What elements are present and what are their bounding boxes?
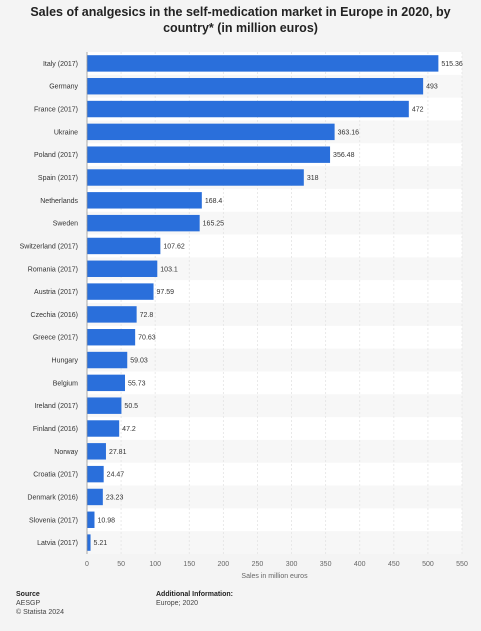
- x-tick-label: 450: [388, 561, 400, 568]
- value-label: 27.81: [109, 449, 127, 456]
- category-label: Ireland (2017): [34, 403, 78, 410]
- additional-info-heading: Additional Information:: [156, 591, 233, 598]
- x-axis-title: Sales in million euros: [241, 573, 308, 580]
- bar: [87, 146, 331, 163]
- category-label: Hungary: [52, 358, 79, 365]
- value-label: 472: [412, 107, 424, 114]
- bar: [87, 237, 161, 255]
- value-label: 24.47: [107, 472, 125, 479]
- category-label: Croatia (2017): [33, 472, 78, 479]
- bar: [87, 55, 439, 72]
- category-label: Slovenia (2017): [29, 517, 78, 524]
- category-label: Ukraine: [54, 129, 78, 136]
- additional-info-block: Additional Information: Europe; 2020: [156, 590, 233, 608]
- value-label: 168.4: [205, 198, 223, 205]
- bar: [87, 214, 200, 232]
- category-label: Poland (2017): [34, 152, 78, 159]
- value-label: 23.23: [106, 494, 124, 501]
- value-label: 59.03: [130, 358, 148, 365]
- bar: [87, 123, 335, 141]
- row-stripe: [87, 439, 462, 463]
- bar: [87, 443, 106, 460]
- category-label: Romania (2017): [28, 266, 78, 273]
- bar: [87, 283, 154, 300]
- x-tick-label: 0: [85, 561, 89, 568]
- bar: [87, 169, 304, 186]
- bar: [87, 488, 103, 506]
- value-label: 70.63: [138, 335, 156, 342]
- copyright: © Statista 2024: [16, 609, 64, 616]
- value-label: 72.8: [140, 312, 154, 319]
- x-tick-label: 50: [117, 561, 125, 568]
- category-label: Norway: [54, 449, 78, 456]
- category-label: France (2017): [34, 107, 78, 114]
- bar: [87, 306, 137, 323]
- bar: [87, 511, 95, 528]
- bar: [87, 420, 120, 437]
- row-stripe: [87, 257, 462, 281]
- bar: [87, 78, 424, 95]
- value-label: 103.1: [160, 266, 178, 273]
- category-label: Germany: [49, 84, 78, 91]
- source-heading: Source: [16, 591, 40, 598]
- value-label: 318: [307, 175, 319, 182]
- x-tick-label: 500: [422, 561, 434, 568]
- additional-info-text: Europe; 2020: [156, 600, 199, 607]
- bar: [87, 374, 125, 392]
- category-label: Finland (2016): [33, 426, 78, 433]
- row-stripe: [87, 485, 462, 509]
- row-stripe: [87, 394, 462, 418]
- x-tick-label: 200: [218, 561, 230, 568]
- x-tick-label: 550: [456, 561, 468, 568]
- value-label: 515.36: [441, 61, 463, 68]
- x-tick-label: 250: [252, 561, 264, 568]
- bar: [87, 534, 91, 551]
- source-block: Source AESGP © Statista 2024: [16, 590, 64, 617]
- x-tick-label: 100: [149, 561, 161, 568]
- category-label: Latvia (2017): [37, 540, 78, 547]
- category-label: Sweden: [53, 221, 78, 228]
- x-tick-label: 150: [183, 561, 195, 568]
- category-label: Spain (2017): [38, 175, 78, 182]
- chart-title: Sales of analgesics in the self-medicati…: [30, 5, 451, 35]
- value-label: 165.25: [203, 221, 225, 228]
- x-tick-label: 300: [286, 561, 298, 568]
- value-label: 5.21: [94, 540, 108, 547]
- bar: [87, 329, 136, 346]
- bar: [87, 351, 128, 369]
- value-label: 356.48: [333, 152, 355, 159]
- bar: [87, 260, 158, 277]
- x-tick-label: 400: [354, 561, 366, 568]
- value-label: 363.16: [338, 129, 360, 136]
- source-name[interactable]: AESGP: [16, 600, 41, 607]
- category-label: Austria (2017): [34, 289, 78, 296]
- category-label: Switzerland (2017): [20, 243, 78, 250]
- value-label: 50.5: [124, 403, 138, 410]
- row-stripe: [87, 531, 462, 554]
- value-label: 107.62: [163, 243, 185, 250]
- value-label: 97.59: [157, 289, 175, 296]
- bar: [87, 192, 202, 209]
- value-label: 10.98: [97, 517, 115, 524]
- value-label: 493: [426, 84, 438, 91]
- row-stripe: [87, 348, 462, 372]
- category-label: Greece (2017): [33, 335, 78, 342]
- bar: [87, 397, 122, 414]
- x-tick-label: 350: [320, 561, 332, 568]
- category-label: Denmark (2016): [27, 494, 78, 501]
- value-label: 55.73: [128, 380, 146, 387]
- category-label: Czechia (2016): [31, 312, 78, 319]
- value-label: 47.2: [122, 426, 136, 433]
- category-label: Italy (2017): [43, 61, 78, 68]
- category-label: Belgium: [53, 380, 78, 387]
- category-label: Netherlands: [40, 198, 78, 205]
- bar: [87, 100, 409, 118]
- bar: [87, 465, 104, 483]
- row-stripe: [87, 303, 462, 326]
